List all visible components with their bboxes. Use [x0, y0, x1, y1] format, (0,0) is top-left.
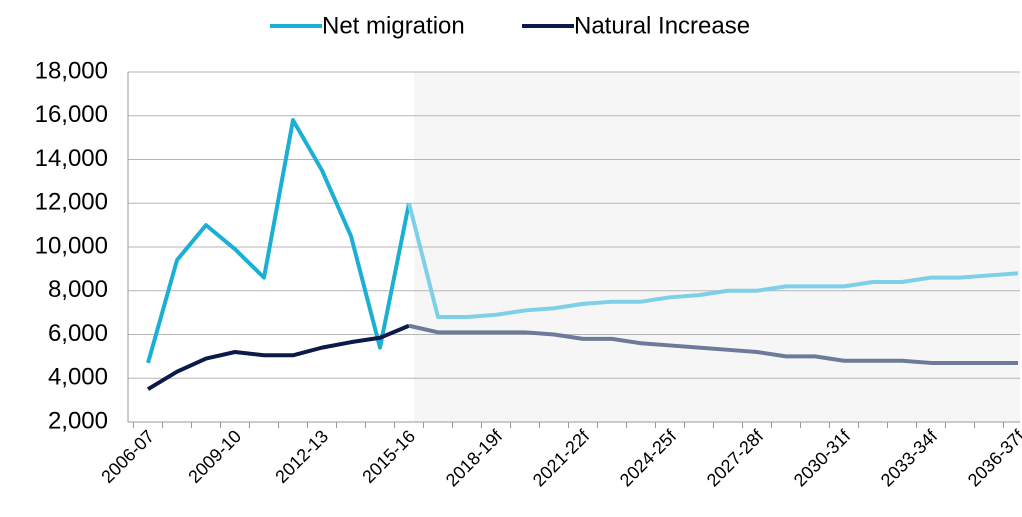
x-tick-group: 2006-07 — [97, 426, 158, 487]
x-tick-group: 2012-13 — [271, 426, 332, 487]
x-tick-label: 2018-19f — [442, 425, 507, 490]
y-tick-label: 16,000 — [35, 101, 108, 128]
x-tick-group: 2015-16 — [358, 426, 419, 487]
x-tick-label: 2030-31f — [790, 425, 855, 490]
forecast-line — [407, 202, 1019, 319]
x-tick-label: 2024-25f — [616, 425, 681, 490]
x-tick-label: 2012-13 — [271, 426, 332, 487]
legend-label: Natural Increase — [574, 12, 750, 39]
x-tick-label: 2009-10 — [184, 426, 245, 487]
x-tick-label: 2036-37f — [964, 425, 1022, 490]
y-tick-label: 2,000 — [48, 407, 108, 434]
x-tick-label: 2006-07 — [97, 426, 158, 487]
x-tick-label: 2015-16 — [358, 426, 419, 487]
legend-label: Net migration — [322, 12, 465, 39]
x-tick-group: 2009-10 — [184, 426, 245, 487]
x-tick-group: 2024-25f — [616, 425, 681, 490]
x-tick-label: 2027-28f — [703, 425, 768, 490]
x-tick-group: 2033-34f — [877, 425, 942, 490]
x-tick-group: 2036-37f — [964, 425, 1022, 490]
x-tick-label: 2033-34f — [877, 425, 942, 490]
y-tick-label: 14,000 — [35, 145, 108, 172]
y-tick-label: 18,000 — [35, 57, 108, 84]
forecast-line — [408, 323, 1018, 365]
y-tick-label: 6,000 — [48, 320, 108, 347]
x-tick-group: 2018-19f — [442, 425, 507, 490]
y-tick-label: 8,000 — [48, 276, 108, 303]
y-tick-label: 10,000 — [35, 232, 108, 259]
series-line — [146, 323, 410, 391]
x-tick-group: 2021-22f — [529, 425, 594, 490]
series-line — [146, 118, 411, 364]
x-tick-group: 2030-31f — [790, 425, 855, 490]
y-tick-label: 12,000 — [35, 189, 108, 216]
x-tick-label: 2021-22f — [529, 425, 594, 490]
y-tick-label: 4,000 — [48, 364, 108, 391]
x-tick-group: 2027-28f — [703, 425, 768, 490]
